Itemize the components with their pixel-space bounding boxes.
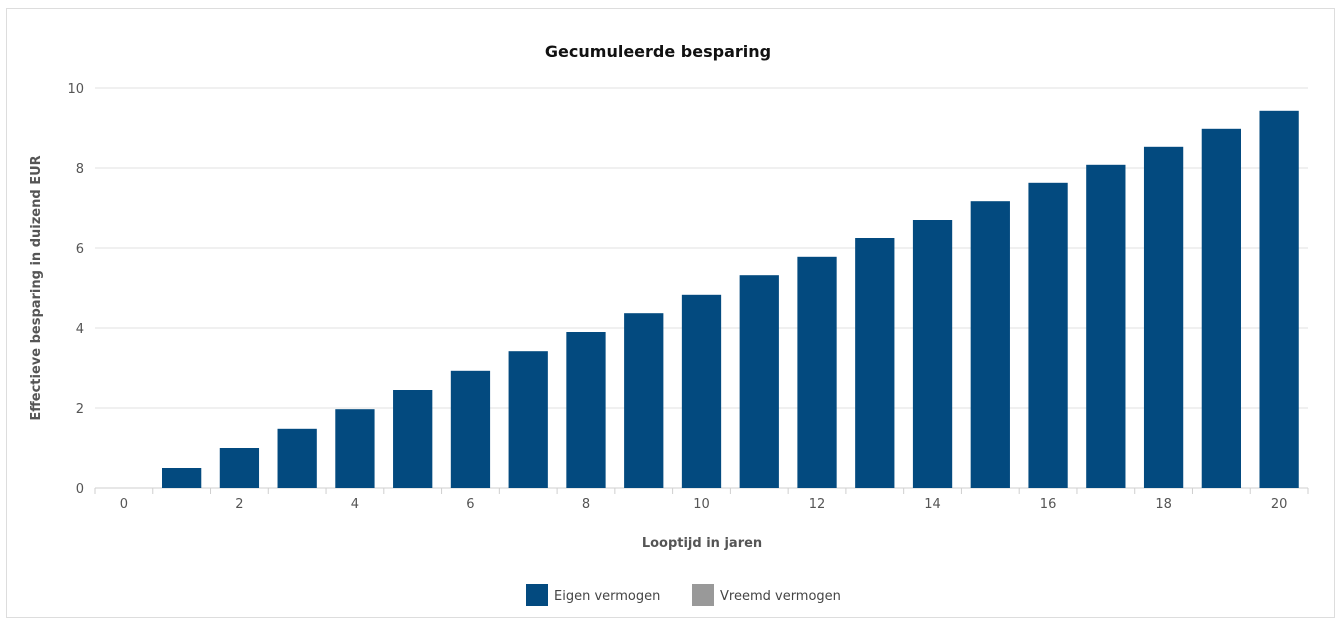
- y-tick-label: 4: [76, 322, 84, 337]
- bar: [624, 313, 664, 488]
- x-tick-label: 12: [809, 497, 826, 512]
- bar: [912, 220, 953, 488]
- bar: [566, 332, 606, 488]
- x-tick-label: 18: [1155, 497, 1172, 512]
- y-tick-label: 8: [76, 162, 84, 177]
- y-axis-ticks: 0 2 4 6 8 10: [67, 82, 84, 497]
- bar: [335, 409, 375, 488]
- legend-swatch: [692, 584, 714, 606]
- x-tick-label: 16: [1040, 497, 1057, 512]
- x-tick-label: 0: [120, 497, 128, 512]
- x-tick-label: 10: [693, 497, 710, 512]
- legend-label: Eigen vermogen: [554, 589, 660, 604]
- legend-swatch: [526, 584, 548, 606]
- x-axis: 0 2 4 6 8 10 12 14 16 18 20: [94, 488, 1309, 512]
- bar: [450, 370, 491, 488]
- y-tick-label: 6: [76, 242, 84, 257]
- y-tick-label: 10: [67, 82, 84, 97]
- x-tick-label: 6: [466, 497, 474, 512]
- x-tick-label: 4: [351, 497, 359, 512]
- y-tick-label: 0: [76, 482, 84, 497]
- bar: [508, 351, 548, 488]
- bar: [1143, 146, 1184, 489]
- bar: [393, 390, 433, 488]
- bars: [162, 110, 1299, 489]
- bar: [855, 238, 895, 488]
- bar: [219, 448, 260, 488]
- x-tick-label: 2: [235, 497, 243, 512]
- x-tick-label: 20: [1271, 497, 1288, 512]
- y-axis-label: Effectieve besparing in duizend EUR: [29, 155, 44, 420]
- bar: [797, 256, 837, 488]
- bar: [162, 468, 202, 488]
- legend-label: Vreemd vermogen: [720, 589, 841, 604]
- x-axis-label: Looptijd in jaren: [642, 536, 762, 551]
- bar: [1201, 128, 1241, 489]
- bar: [739, 275, 779, 488]
- x-tick-label: 14: [924, 497, 941, 512]
- y-tick-label: 2: [76, 402, 84, 417]
- bar: [970, 201, 1010, 488]
- bar: [277, 428, 317, 488]
- bar: [681, 294, 722, 488]
- bar: [1259, 110, 1299, 489]
- legend: Eigen vermogen Vreemd vermogen: [526, 584, 841, 606]
- bar: [1086, 164, 1126, 489]
- chart-title: Gecumuleerde besparing: [545, 42, 771, 61]
- x-tick-label: 8: [582, 497, 590, 512]
- bar: [1028, 182, 1068, 489]
